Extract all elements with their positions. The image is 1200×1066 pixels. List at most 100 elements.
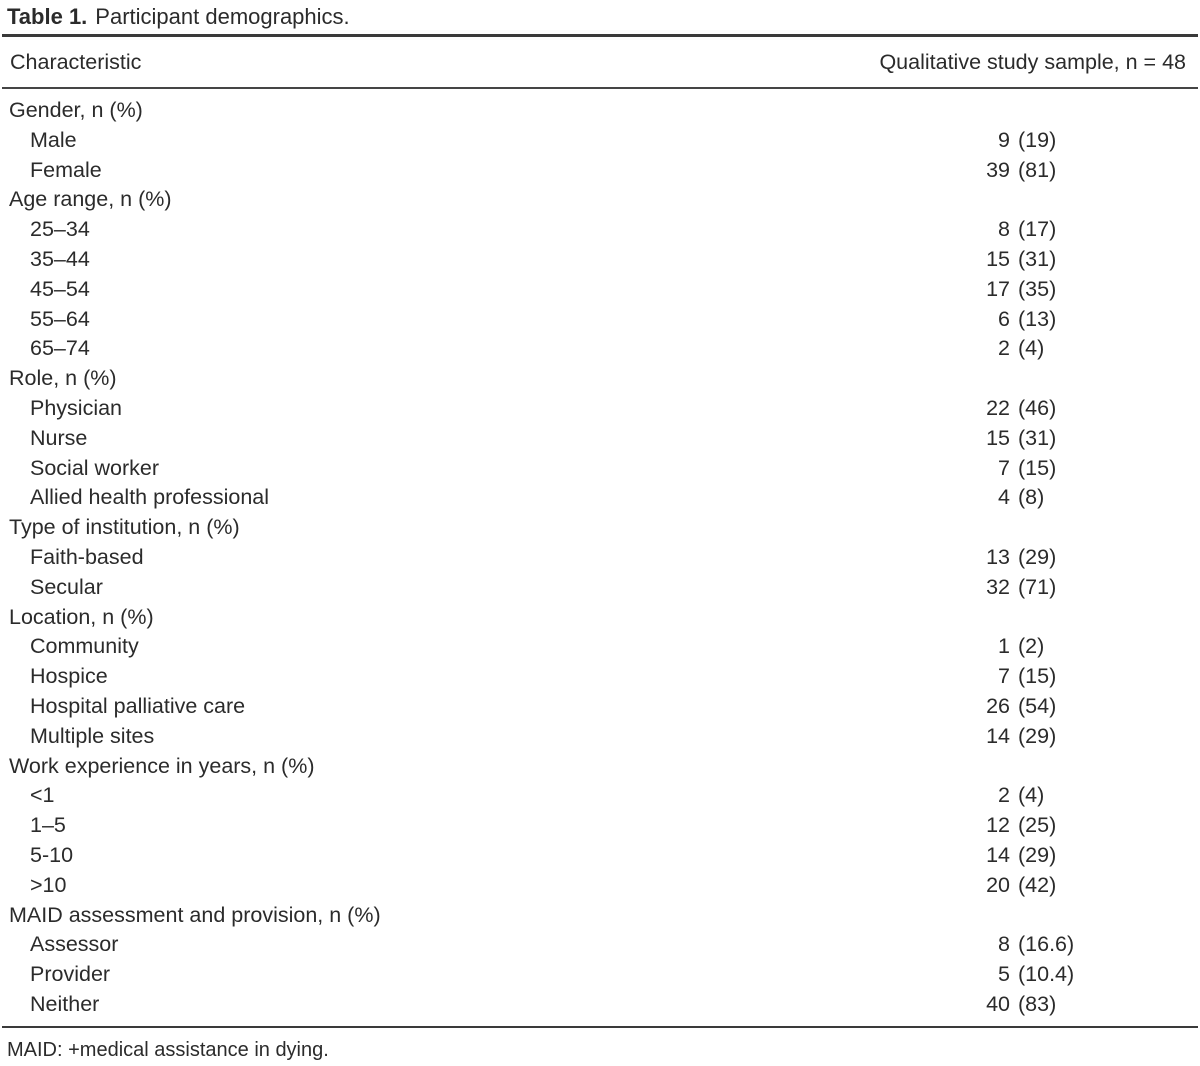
row-label: Provider	[30, 962, 111, 987]
section-header-row: Age range, n (%)	[2, 185, 1198, 215]
row-label: Hospice	[30, 664, 108, 689]
row-value: 20 (42)	[926, 871, 1198, 901]
row-label: Nurse	[30, 425, 88, 450]
table-row: 25–34 8 (17)	[2, 215, 1198, 245]
row-label: Faith-based	[30, 544, 144, 569]
row-label: Male	[30, 127, 77, 152]
table-caption-text: Participant demographics.	[95, 4, 350, 29]
bottom-rule	[2, 1025, 1198, 1028]
row-label: Social worker	[30, 455, 160, 480]
table-row: Physician 22 (46)	[2, 394, 1198, 424]
row-count: 9	[998, 127, 1010, 152]
row-value: 9 (19)	[926, 126, 1198, 156]
row-label: Age range, n (%)	[9, 187, 172, 212]
column-header-characteristic: Characteristic	[10, 49, 142, 74]
table-row: 1–5 12 (25)	[2, 811, 1198, 841]
row-percent: (25)	[1018, 813, 1057, 838]
section-header-row: Role, n (%)	[2, 364, 1198, 394]
table-row: 65–74 2 (4)	[2, 334, 1198, 364]
row-count: 17	[986, 276, 1010, 301]
row-percent: (4)	[1018, 336, 1045, 361]
row-count: 39	[986, 157, 1010, 182]
row-label: 65–74	[30, 336, 90, 361]
column-header-sample: Qualitative study sample, n = 48	[879, 49, 1186, 74]
table-footnote: MAID: +medical assistance in dying.	[7, 1038, 329, 1061]
row-value: 14 (29)	[926, 841, 1198, 871]
row-percent: (81)	[1018, 157, 1057, 182]
row-value: 17 (35)	[926, 275, 1198, 305]
row-label: 35–44	[30, 246, 90, 271]
row-value: 32 (71)	[926, 573, 1198, 603]
row-label: 25–34	[30, 217, 90, 242]
row-count: 7	[998, 664, 1010, 689]
row-value: 15 (31)	[926, 424, 1198, 454]
row-count: 13	[986, 544, 1010, 569]
row-count: 15	[986, 246, 1010, 271]
table-caption-label: Table 1.	[7, 4, 88, 29]
row-label: 1–5	[30, 813, 66, 838]
table-row: Hospital palliative care 26 (54)	[2, 692, 1198, 722]
row-label: Secular	[30, 574, 103, 599]
row-value: 8 (17)	[926, 215, 1198, 245]
row-value: 26 (54)	[926, 692, 1198, 722]
row-percent: (15)	[1018, 455, 1057, 480]
row-percent: (46)	[1018, 395, 1057, 420]
section-header-row: Gender, n (%)	[2, 96, 1198, 126]
row-label: Role, n (%)	[9, 366, 117, 391]
row-label: Neither	[30, 991, 100, 1016]
row-value: 14 (29)	[926, 722, 1198, 752]
row-value: 4 (8)	[926, 483, 1198, 513]
row-label: 5-10	[30, 842, 74, 867]
row-label: Community	[30, 634, 139, 659]
row-percent: (17)	[1018, 217, 1057, 242]
row-count: 1	[998, 634, 1010, 659]
row-count: 7	[998, 455, 1010, 480]
row-count: 26	[986, 693, 1010, 718]
row-percent: (29)	[1018, 723, 1057, 748]
table-row: 5-10 14 (29)	[2, 841, 1198, 871]
row-count: 40	[986, 991, 1010, 1016]
row-percent: (15)	[1018, 664, 1057, 689]
header-rule	[2, 87, 1198, 89]
table-body: Gender, n (%) Male 9 (19) Female 39 (81)…	[2, 89, 1198, 1020]
row-value: 7 (15)	[926, 454, 1198, 484]
row-value: 40 (83)	[926, 990, 1198, 1020]
row-count: 14	[986, 842, 1010, 867]
row-value: 2 (4)	[926, 781, 1198, 811]
row-percent: (4)	[1018, 783, 1045, 808]
row-percent: (13)	[1018, 306, 1057, 331]
row-label: Location, n (%)	[9, 604, 154, 629]
row-label: MAID assessment and provision, n (%)	[9, 902, 381, 927]
row-count: 20	[986, 872, 1010, 897]
row-count: 4	[998, 485, 1010, 510]
row-label: Type of institution, n (%)	[9, 515, 240, 540]
row-count: 15	[986, 425, 1010, 450]
table-row: <1 2 (4)	[2, 781, 1198, 811]
row-count: 2	[998, 336, 1010, 361]
table-row: >10 20 (42)	[2, 871, 1198, 901]
row-value: 39 (81)	[926, 156, 1198, 186]
row-label: Assessor	[30, 932, 119, 957]
row-value: 7 (15)	[926, 662, 1198, 692]
row-value: 2 (4)	[926, 334, 1198, 364]
row-label: >10	[30, 872, 67, 897]
row-label: Allied health professional	[30, 485, 270, 510]
row-percent: (83)	[1018, 991, 1057, 1016]
row-label: <1	[30, 783, 55, 808]
row-count: 8	[998, 932, 1010, 957]
row-percent: (42)	[1018, 872, 1057, 897]
row-percent: (29)	[1018, 544, 1057, 569]
row-count: 5	[998, 962, 1010, 987]
table-row: Multiple sites 14 (29)	[2, 722, 1198, 752]
table-row: Assessor 8 (16.6)	[2, 930, 1198, 960]
row-count: 22	[986, 395, 1010, 420]
row-percent: (16.6)	[1018, 932, 1075, 957]
section-header-row: Location, n (%)	[2, 603, 1198, 633]
table-row: Hospice 7 (15)	[2, 662, 1198, 692]
table-row: 55–64 6 (13)	[2, 305, 1198, 335]
row-label: Physician	[30, 395, 123, 420]
table-row: Secular 32 (71)	[2, 573, 1198, 603]
table-row: Male 9 (19)	[2, 126, 1198, 156]
section-header-row: Type of institution, n (%)	[2, 513, 1198, 543]
